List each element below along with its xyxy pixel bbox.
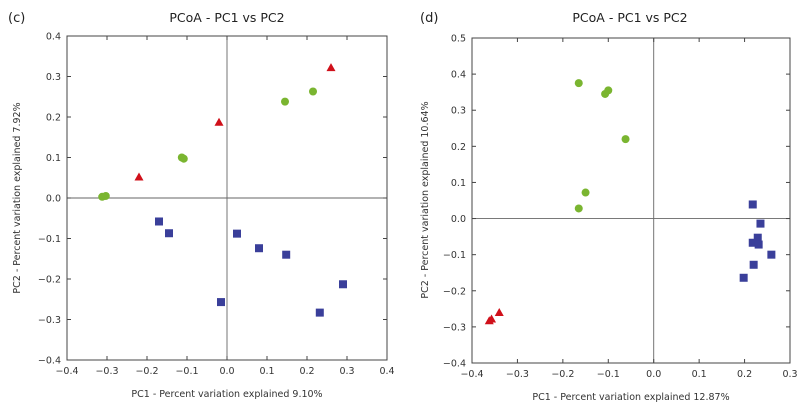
x-tick-label: 0.2	[299, 366, 314, 377]
y-tick-label: 0.3	[46, 72, 61, 83]
panel-label-c: (c)	[8, 11, 25, 26]
data-point-circle	[604, 86, 613, 95]
y-tick-label: −0.4	[443, 359, 466, 370]
data-point-circle	[574, 79, 583, 88]
x-tick-label: 0.0	[219, 366, 234, 377]
series-blue-group	[155, 217, 347, 317]
y-tick-label: 0.4	[46, 32, 61, 43]
y-tick-label: −0.4	[38, 356, 61, 367]
series-green-group	[574, 79, 630, 213]
data-point-square	[155, 217, 163, 226]
data-point-triangle	[487, 314, 497, 323]
series-blue-group	[739, 200, 776, 282]
x-tick-label: 0.2	[737, 369, 752, 380]
data-point-square	[748, 238, 757, 247]
x-tick-label: −0.2	[551, 369, 574, 380]
x-tick-label: −0.3	[506, 369, 529, 380]
chart-title-d: PCoA - PC1 vs PC2	[572, 10, 687, 25]
y-axis-label-d: PC2 - Percent variation explained 10.64%	[420, 101, 431, 298]
data-point-triangle	[214, 117, 224, 126]
data-point-square	[767, 250, 776, 259]
pcoa-panel-c: (c) PCoA - PC1 vs PC2 PC1 - Percent vari…	[8, 10, 395, 400]
data-point-square	[756, 219, 765, 228]
y-tick-label: −0.2	[443, 286, 466, 297]
plot-area-d: −0.4 −0.3 −0.2 −0.1 0.0 0.1 0.2 0.3 −0.4 −0.3 −0.2…	[443, 34, 798, 381]
chart-title-c: PCoA - PC1 vs PC2	[169, 10, 284, 25]
data-point-circle	[179, 154, 188, 163]
pcoa-panel-d: (d) PCoA - PC1 vs PC2 PC1 - Percent vari…	[420, 10, 798, 403]
panel-label-d: (d)	[420, 11, 438, 26]
x-tick-label: 0.1	[259, 366, 274, 377]
data-point-circle	[581, 188, 590, 197]
y-tick-label: −0.3	[38, 315, 61, 326]
y-tick-label: −0.3	[443, 322, 466, 333]
x-tick-label: −0.3	[95, 366, 118, 377]
y-tick-label: 0.2	[46, 113, 61, 124]
y-tick-label: −0.1	[38, 234, 61, 245]
y-tick-label: 0.3	[451, 106, 466, 117]
data-point-square	[749, 260, 758, 269]
x-tick-label: 0.3	[782, 369, 797, 380]
y-tick-label: 0.4	[451, 70, 466, 81]
y-tick-label: 0.0	[46, 194, 61, 205]
data-point-square	[754, 240, 763, 249]
data-point-square	[315, 308, 324, 317]
data-point-square	[339, 280, 347, 289]
x-tick-label: −0.4	[460, 369, 483, 380]
data-point-circle	[281, 97, 289, 106]
data-point-circle	[621, 135, 630, 144]
data-point-square	[217, 298, 225, 307]
y-tick-label: 0.1	[451, 178, 466, 189]
x-tick-label: 0.4	[379, 366, 394, 377]
data-point-triangle	[134, 172, 144, 181]
x-tick-label: −0.2	[135, 366, 158, 377]
y-tick-label: 0.1	[46, 153, 61, 164]
x-axis-label-d: PC1 - Percent variation explained 12.87%	[532, 392, 729, 403]
x-tick-label: −0.4	[55, 366, 78, 377]
series-red-group	[134, 63, 336, 181]
data-point-square	[165, 229, 173, 238]
data-point-square	[739, 273, 748, 282]
y-axis-label-c: PC2 - Percent variation explained 7.92%	[12, 102, 23, 293]
data-point-square	[282, 250, 291, 259]
y-tick-label: 0.5	[451, 34, 466, 45]
data-point-square	[233, 229, 241, 238]
y-tick-label: −0.2	[38, 275, 61, 286]
x-tick-label: 0.1	[692, 369, 707, 380]
x-tick-label: 0.0	[646, 369, 661, 380]
x-tick-label: −0.1	[597, 369, 620, 380]
data-point-circle	[309, 87, 317, 96]
data-point-square	[748, 200, 757, 209]
data-point-square	[753, 233, 762, 242]
y-tick-label: 0.2	[451, 142, 466, 153]
y-tick-label: −0.1	[443, 250, 466, 261]
data-point-circle	[101, 191, 110, 200]
x-tick-label: −0.1	[175, 366, 198, 377]
x-tick-label: 0.3	[339, 366, 354, 377]
data-point-triangle	[326, 63, 336, 72]
data-point-square	[255, 244, 263, 253]
data-point-circle	[574, 204, 583, 213]
data-point-triangle	[494, 307, 504, 316]
plot-area-c: −0.4 −0.3 −0.2 −0.1 0.0 0.1 0.2 0.3 0.4 −0.4 −0.3 −…	[38, 32, 395, 378]
series-red-group	[484, 307, 504, 325]
series-green-group	[98, 87, 317, 201]
plot-frame-d	[471, 37, 791, 364]
y-tick-label: 0.0	[451, 214, 466, 225]
x-axis-label-c: PC1 - Percent variation explained 9.10%	[131, 389, 322, 400]
